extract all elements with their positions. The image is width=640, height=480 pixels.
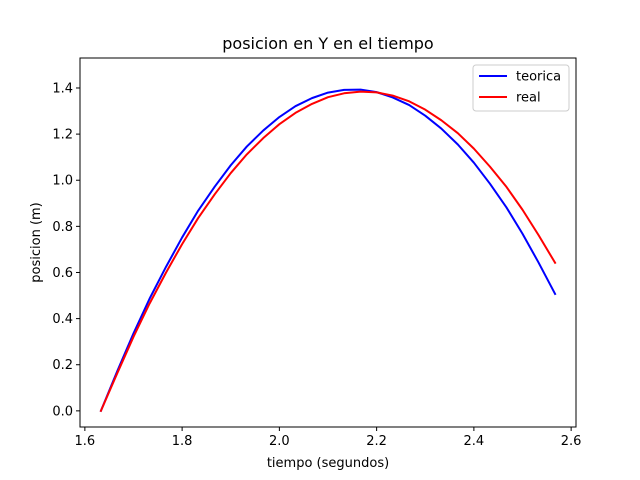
x-axis-label: tiempo (segundos) — [267, 456, 389, 471]
y-tick-label: 0.0 — [52, 404, 73, 419]
x-tick-label: 2.0 — [269, 434, 290, 449]
x-tick-label: 2.2 — [366, 434, 387, 449]
y-tick-label: 1.4 — [52, 81, 73, 96]
series-line-real — [99, 90, 557, 413]
x-tick-label: 1.8 — [172, 434, 193, 449]
x-tick-label: 2.4 — [464, 434, 485, 449]
y-tick-label: 0.8 — [52, 220, 73, 235]
x-tick-label: 2.6 — [561, 434, 582, 449]
y-tick-label: 0.2 — [52, 358, 73, 373]
legend-label-real: real — [516, 91, 541, 106]
y-tick-label: 0.6 — [52, 266, 73, 281]
y-axis-label: posicion (m) — [29, 202, 44, 282]
plot-area: 1.6 1.8 2.0 2.2 2.4 2.6 0.0 0.2 0.4 0.6 0.8 1.0 1.2 1… — [52, 57, 582, 449]
legend: teorica real — [472, 64, 570, 112]
y-tick-label: 1.2 — [52, 128, 73, 143]
axes-frame — [79, 57, 577, 428]
legend-label-teorica: teorica — [516, 70, 561, 85]
y-tick-label: 0.4 — [52, 312, 73, 327]
x-tick-label: 1.6 — [75, 434, 96, 449]
y-tick-label: 1.0 — [52, 174, 73, 189]
chart-title: posicion en Y en el tiempo — [222, 34, 433, 53]
series-line-teorica — [99, 88, 557, 413]
